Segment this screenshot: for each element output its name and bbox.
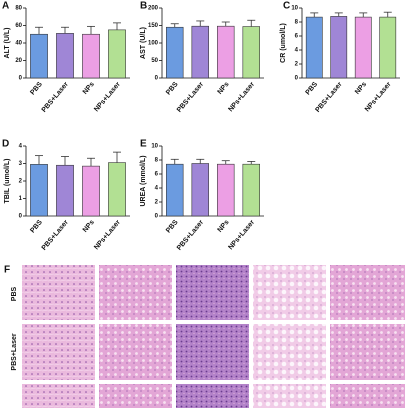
panel-label: E [140,139,147,150]
y-tick-label: 0 [155,214,159,220]
x-tick-label: NPs [217,81,231,96]
histology-image [330,265,405,320]
x-tick-label: PBS [29,81,44,97]
y-axis-title: ALT (U/L) [4,28,11,59]
y-tick-label: 1 [19,196,23,202]
histology-image [22,324,95,380]
bar [330,16,348,79]
x-tick-label: PBS [305,81,320,97]
y-tick-label: 4 [295,48,299,54]
bar [108,162,126,217]
bar [56,164,74,217]
x-tick-label: PBS+Laser [176,81,205,114]
y-tick-label: 4 [19,144,23,150]
panel-label: B [140,1,147,12]
y-tick-label: 40 [15,41,22,47]
bar [56,33,74,79]
bar [191,163,209,217]
x-tick-label: NPs+Laser [93,219,122,252]
x-tick-label: PBS [165,81,180,97]
y-tick-label: 20 [15,58,22,64]
row-label: PBS [11,286,18,301]
panel-label: A [2,1,9,12]
y-tick-label: 50 [151,58,158,64]
x-tick-label: PBS [29,219,44,235]
panel-label: F [4,265,10,276]
histology-panel: F PBS PBS+Laser [4,265,405,408]
x-tick-label: NPs+Laser [227,219,256,252]
x-tick-label: PBS+Laser [41,81,70,114]
histology-image [253,265,326,320]
bar [30,33,48,79]
x-tick-label: NPs [82,81,96,96]
y-tick-label: 0 [19,214,23,220]
y-tick-label: 2 [155,200,159,206]
histology-image [330,324,405,380]
y-tick-label: 150 [148,23,159,29]
y-tick-label: 2 [19,179,23,185]
histology-image [22,384,95,408]
bar [82,165,100,217]
bar [379,16,397,79]
bar [191,25,209,79]
bar [82,33,100,79]
histology-image [330,384,405,408]
histology-image [22,265,95,320]
y-tick-label: 80 [15,6,22,12]
y-tick-label: 100 [148,41,159,47]
histology-image [99,324,172,380]
y-tick-label: 0 [19,76,23,82]
y-axis-title: TBIL (umol/L) [4,159,11,204]
histology-image [176,324,249,380]
y-tick-label: 3 [19,161,23,167]
y-tick-label: 6 [155,172,159,178]
bar [305,16,323,79]
bar [354,16,372,79]
x-tick-label: NPs [354,81,368,96]
bar [217,163,235,217]
x-tick-label: PBS [165,219,180,235]
histology-image [99,384,172,408]
row-label: PBS+Laser [11,333,18,370]
y-tick-label: 200 [148,6,159,12]
y-axis-title: AST (U/L) [140,27,147,59]
histology-image [176,265,249,320]
y-tick-label: 60 [15,23,22,29]
x-tick-label: NPs+Laser [93,81,122,114]
y-tick-label: 4 [155,186,159,192]
histology-image [176,384,249,408]
x-tick-label: NPs [217,219,231,234]
bar [242,163,260,217]
bar [217,25,235,79]
panel-label: C [283,1,290,12]
bar [108,29,126,79]
y-tick-label: 6 [295,34,299,40]
y-tick-label: 2 [295,62,299,68]
y-tick-label: 8 [295,20,299,26]
x-tick-label: PBS+Laser [176,219,205,252]
y-axis-title: UREA (mmol/L) [140,155,147,206]
x-tick-label: NPs [82,219,96,234]
bar [166,163,184,217]
y-tick-label: 8 [155,158,159,164]
histology-image [99,265,172,320]
x-tick-label: NPs+Laser [227,81,256,114]
histology-image [253,324,326,380]
y-tick-label: 10 [291,6,298,12]
panel-label: D [2,139,9,150]
x-tick-label: PBS+Laser [41,219,70,252]
bar [242,26,260,79]
x-tick-label: NPs+Laser [364,81,393,114]
y-axis-title: CR (umol/L) [280,23,287,63]
y-tick-label: 0 [155,76,159,82]
bar [30,164,48,217]
y-tick-label: 0 [295,76,299,82]
histology-image [253,384,326,408]
bar [166,26,184,79]
y-tick-label: 10 [151,144,158,150]
